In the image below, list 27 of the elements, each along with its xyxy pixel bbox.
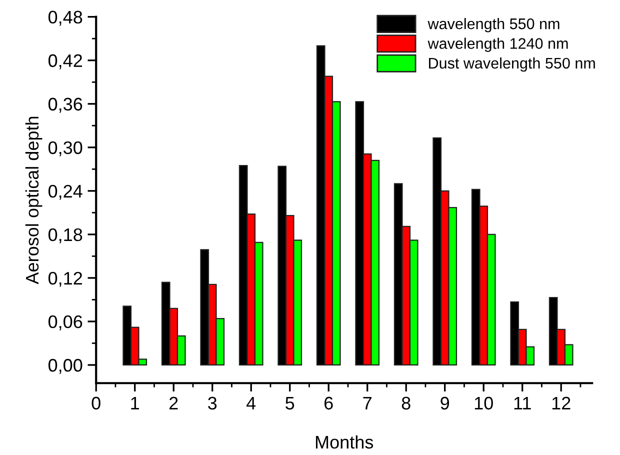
x-tick-label: 11 — [514, 396, 531, 410]
y-tick-label: 0,30 — [48, 141, 82, 156]
x-tick-label: 4 — [246, 396, 256, 410]
y-tick-label: 0,06 — [48, 315, 82, 330]
x-tick-label: 2 — [169, 396, 178, 410]
y-tick-label: 0,00 — [48, 358, 82, 374]
y-tick-label: 0,12 — [48, 272, 82, 287]
y-tick-label: 0,42 — [48, 54, 82, 70]
x-tick-label: 7 — [363, 396, 372, 410]
x-axis-title: Months — [316, 435, 374, 449]
x-tick-label: 6 — [324, 396, 333, 410]
y-tick-label: 0,36 — [48, 98, 82, 113]
legend-label: Dust wavelength 550 nm — [429, 57, 595, 72]
legend-label: wavelength 1240 nm — [428, 38, 568, 52]
y-tick-label: 0,48 — [48, 10, 82, 26]
y-tick-label: 0,24 — [48, 184, 82, 200]
y-axis-title: Aerosol optical depth — [25, 116, 42, 284]
x-tick-label: 8 — [402, 396, 410, 410]
x-tick-label: 3 — [208, 396, 217, 410]
x-tick-label: 10 — [474, 396, 493, 410]
x-tick-label: 9 — [440, 396, 450, 410]
x-tick-label: 12 — [552, 396, 570, 410]
x-tick-label: 0 — [92, 396, 100, 410]
x-tick-label: 5 — [286, 396, 294, 410]
legend-label: wavelength 550 nm — [428, 18, 560, 32]
y-tick-label: 0,18 — [48, 228, 82, 244]
x-tick-label: 1 — [131, 396, 139, 410]
